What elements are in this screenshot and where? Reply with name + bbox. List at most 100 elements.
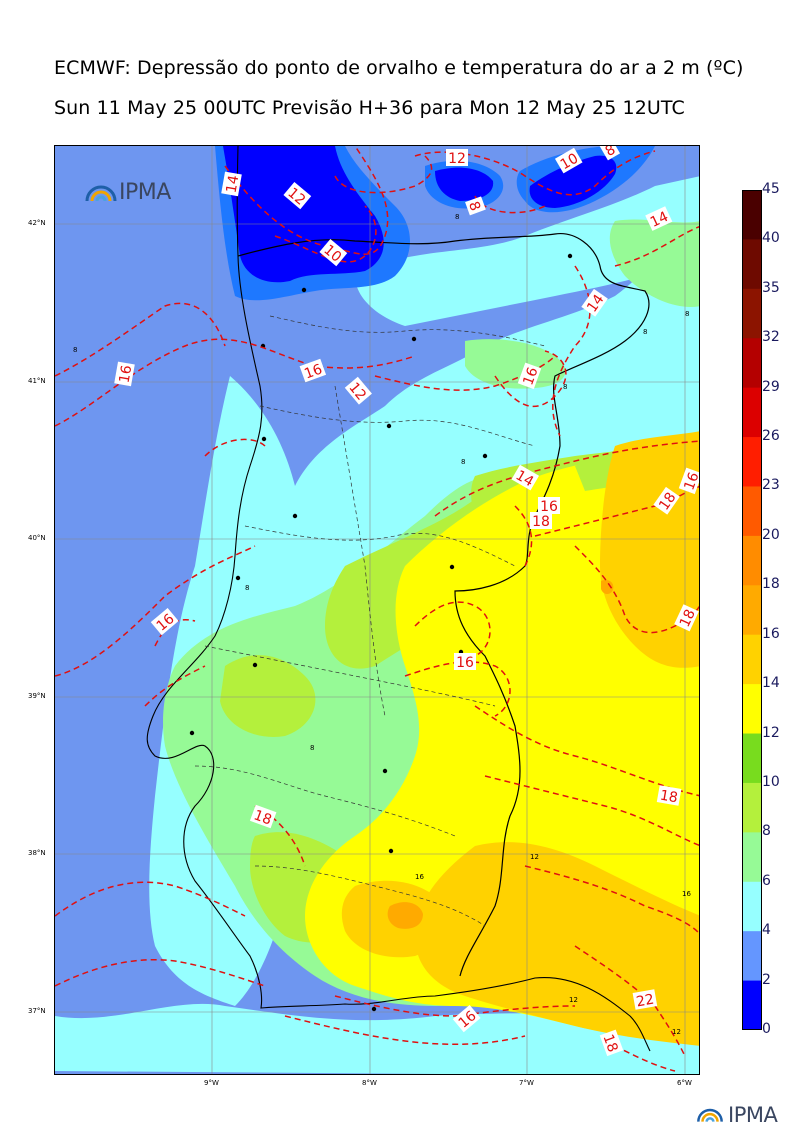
colorbar-segment <box>742 733 762 784</box>
contour-label: 22 <box>635 992 655 1011</box>
border-portugal-spain <box>237 233 650 977</box>
ipma-logo: IPMA <box>83 180 171 205</box>
contour-label: 16 <box>540 499 558 515</box>
colorbar-segment <box>742 980 762 1030</box>
colorbar-tick-label: 10 <box>762 773 780 790</box>
colorbar-segment <box>742 239 762 290</box>
colorbar-segment <box>742 832 762 883</box>
colorbar-segment <box>742 437 762 487</box>
contour-label-small: 12 <box>672 1028 681 1036</box>
contour-label: 14 <box>513 467 537 490</box>
contour-label-small: 8 <box>245 584 249 592</box>
contour-label: 14 <box>224 174 243 194</box>
colorbar-segment <box>742 634 762 685</box>
field-10-12-a <box>220 655 316 737</box>
colorbar-segment <box>742 535 762 586</box>
contour-label: 10 <box>558 150 581 173</box>
field-6-8-south <box>55 1003 699 1074</box>
contour-label: 18 <box>659 788 679 807</box>
contour-label-small: 8 <box>461 458 465 466</box>
map-panel: 14 12 10 12 10 8 8 14 14 16 16 12 16 14 … <box>54 145 700 1075</box>
colorbar-segment <box>742 190 762 240</box>
field-16-18-b <box>601 580 614 595</box>
colorbar-tick-label: 45 <box>762 181 780 197</box>
field-0-2-north <box>223 146 384 283</box>
contour-label: 18 <box>677 607 699 630</box>
contour-label-small: 8 <box>685 310 689 318</box>
contour-label-small: 8 <box>73 346 77 354</box>
colorbar-tick-label: 29 <box>762 378 780 395</box>
colorbar-segment <box>742 338 762 389</box>
field-8-10-north <box>465 339 566 389</box>
colorbar-tick-label: 8 <box>762 823 771 840</box>
field-8-10-ne <box>609 219 699 307</box>
colorbar-tick-label: 40 <box>762 230 780 247</box>
colorbar-segment <box>742 881 762 932</box>
district-boundaries <box>194 315 546 927</box>
lon-label: 8°W <box>362 1079 377 1087</box>
contour-label: 16 <box>456 655 474 671</box>
ipma-logo-icon <box>697 1108 723 1122</box>
ipma-logo-icon <box>85 185 117 201</box>
contour-label-small: 16 <box>682 890 691 898</box>
colorbar-segment <box>742 684 762 735</box>
lon-label: 6°W <box>677 1079 692 1087</box>
field-14-16-a <box>600 431 699 668</box>
contour-label: 14 <box>648 209 671 231</box>
temperature-contours <box>55 146 699 1072</box>
field-14-16-b <box>415 842 699 1046</box>
coastline <box>146 146 651 1052</box>
field-0-2-ne2 <box>529 155 617 208</box>
colorbar-tick-label: 32 <box>762 329 780 346</box>
field-0-2-ne1 <box>435 167 494 201</box>
contour-label: 16 <box>302 361 324 382</box>
map-title: ECMWF: Depressão do ponto de orvalho e t… <box>54 57 744 79</box>
colorbar-tick-label: 0 <box>762 1021 771 1037</box>
lon-label: 9°W <box>204 1079 219 1087</box>
colorbar-segment <box>742 486 762 537</box>
contour-label: 16 <box>117 364 136 384</box>
colorbar-tick-label: 26 <box>762 428 780 445</box>
contour-label-small: 8 <box>563 383 567 391</box>
lat-label: 38°N <box>28 849 46 857</box>
footer-logo-text: IPMA <box>728 1103 778 1127</box>
colorbar-segment <box>742 585 762 636</box>
contour-label: 18 <box>532 514 550 530</box>
colorbar-tick-label: 23 <box>762 477 780 494</box>
colorbar <box>742 190 762 1030</box>
colorbar-segment <box>742 931 762 982</box>
lat-label: 41°N <box>28 377 46 385</box>
colorbar-tick-label: 35 <box>762 279 780 296</box>
colorbar-segment <box>742 387 762 438</box>
forecast-subtitle: Sun 11 May 25 00UTC Previsão H+36 para M… <box>54 97 685 119</box>
contour-label-small: 16 <box>415 873 424 881</box>
colorbar-segment <box>742 288 762 339</box>
forecast-map: 14 12 10 12 10 8 8 14 14 16 16 12 16 14 … <box>55 146 700 1074</box>
contour-label: 16 <box>520 365 541 387</box>
contour-label-small: 8 <box>643 328 647 336</box>
contour-label: 18 <box>599 1032 620 1054</box>
colorbar-tick-label: 2 <box>762 971 771 988</box>
contour-label: 16 <box>681 470 700 492</box>
depression-contour-labels: 8 8 8 8 8 8 8 8 12 16 16 12 12 <box>73 213 691 1036</box>
field-16-18-a <box>387 902 423 929</box>
ipma-logo-text: IPMA <box>119 180 171 205</box>
footer-logo: IPMA <box>694 1103 778 1127</box>
lat-label: 40°N <box>28 534 46 542</box>
contour-label-small: 12 <box>569 996 578 1004</box>
contour-label-small: 12 <box>530 853 539 861</box>
colorbar-tick-label: 6 <box>762 872 771 889</box>
colorbar-tick-label: 4 <box>762 922 771 939</box>
colorbar-tick-label: 18 <box>762 576 780 593</box>
contour-label: 12 <box>448 151 466 167</box>
lat-label: 37°N <box>28 1007 46 1015</box>
lon-label: 7°W <box>519 1079 534 1087</box>
lat-label: 39°N <box>28 692 46 700</box>
lat-label: 42°N <box>28 219 46 227</box>
colorbar-tick-label: 14 <box>762 675 780 692</box>
contour-label: 18 <box>252 807 274 828</box>
colorbar-segment <box>742 782 762 833</box>
colorbar-tick-label: 12 <box>762 724 780 741</box>
contour-label-small: 8 <box>455 213 459 221</box>
contour-label-small: 8 <box>310 744 314 752</box>
